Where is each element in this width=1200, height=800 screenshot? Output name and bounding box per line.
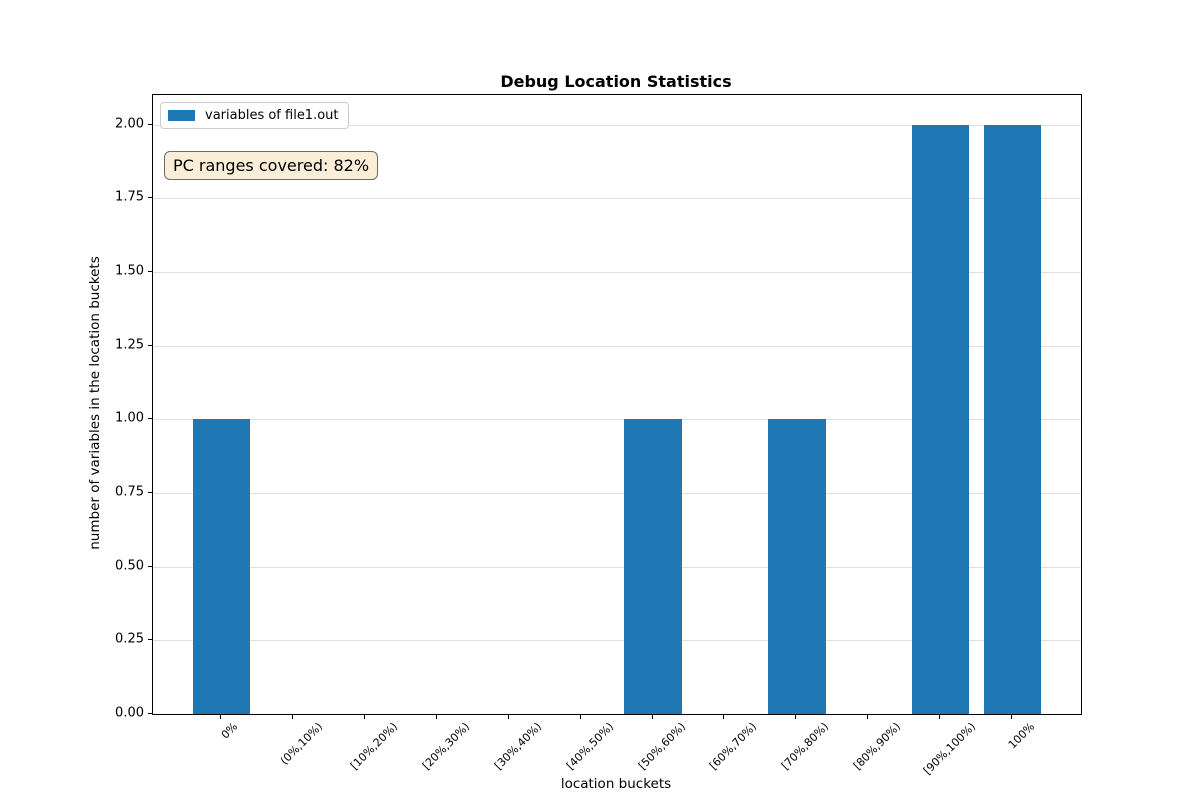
y-tick-mark [148,197,152,199]
y-tick-label: 1.00 [115,410,144,426]
gridline [153,566,1081,568]
x-tick-label: [50%,60%) [635,720,688,773]
legend-label: variables of file1.out [205,108,339,123]
x-tick-mark [363,715,365,719]
gridline [153,345,1081,347]
x-tick-mark [219,715,221,719]
y-tick-label: 1.75 [115,189,144,205]
chart-title: Debug Location Statistics [500,72,732,91]
bar [192,419,251,714]
y-tick-label: 0.25 [115,631,144,647]
x-tick-mark [1011,715,1013,719]
gridline [153,492,1081,494]
x-tick-mark [867,715,869,719]
x-tick-mark [795,715,797,719]
y-tick-label: 0.50 [115,558,144,574]
x-tick-mark [579,715,581,719]
x-tick-mark [435,715,437,719]
y-tick-mark [148,639,152,641]
x-tick-mark [651,715,653,719]
y-tick-label: 2.00 [115,116,144,131]
y-tick-mark [148,270,152,272]
gridline [153,640,1081,642]
pc-ranges-annotation: PC ranges covered: 82% [164,151,379,180]
y-tick-label: 1.50 [115,263,144,279]
x-axis-label: location buckets [560,776,672,792]
bar [911,124,970,714]
x-tick-label: [20%,30%) [419,720,472,773]
y-tick-label: 0.75 [115,484,144,500]
gridline [153,124,1081,126]
x-tick-mark [507,715,509,719]
y-tick-mark [148,713,152,714]
y-tick-label: 1.25 [115,337,144,352]
plot-area: variables of file1.out PC ranges covered… [152,94,1082,715]
legend: variables of file1.out [160,102,349,129]
x-tick-label: [60%,70%) [707,720,760,773]
x-tick-mark [939,715,941,719]
bar [624,419,682,714]
x-tick-mark [723,715,725,719]
y-tick-mark [148,344,152,346]
y-axis-label: number of variables in the location buck… [87,256,103,550]
x-tick-label: (0%,10%) [278,720,326,768]
x-tick-label: [70%,80%) [779,720,832,773]
gridline [153,271,1081,273]
x-tick-label: 0% [218,720,241,742]
x-tick-label: [10%,20%) [347,720,400,773]
gridline [153,198,1081,200]
y-tick-label: 0.00 [115,705,144,721]
y-tick-mark [148,418,152,420]
gridline [153,419,1081,421]
y-tick-mark [148,123,152,125]
x-tick-label: [80%,90%) [851,720,904,773]
x-tick-label: [40%,50%) [563,720,616,773]
x-tick-mark [291,715,293,719]
y-tick-mark [148,491,152,493]
bar [768,419,826,714]
bar [983,124,1042,714]
y-tick-mark [148,565,152,567]
x-tick-label: [30%,40%) [491,720,544,773]
x-tick-label: 100% [1005,720,1037,752]
x-tick-label: [90%,100%) [920,720,978,778]
legend-swatch-icon [168,110,195,121]
